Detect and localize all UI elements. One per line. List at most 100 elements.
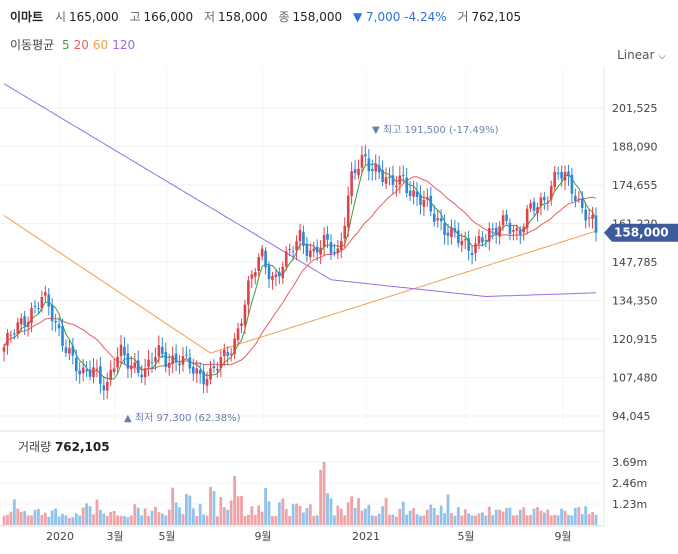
candle-body: [140, 374, 143, 378]
candle: [202, 363, 205, 394]
scale-type-dropdown[interactable]: Linear ⌵: [617, 48, 666, 62]
candle-body: [2, 347, 6, 352]
stock-header: 이마트 시 165,000 고 166,000 저 158,000 종 158,000 …: [10, 8, 528, 25]
volume-bar: [529, 515, 533, 525]
candle-body: [329, 242, 333, 254]
candle-body: [119, 344, 123, 357]
volume-bar: [381, 506, 385, 525]
volume-bar: [584, 506, 588, 525]
candle-body: [40, 297, 44, 309]
candle-body: [47, 294, 51, 307]
candle: [505, 209, 508, 225]
candle: [95, 359, 99, 378]
volume-bar: [98, 509, 102, 525]
candle-body: [498, 226, 501, 237]
candle: [105, 372, 109, 399]
volume-bar: [333, 515, 336, 525]
candle: [71, 337, 75, 365]
current-price-label: 158,000: [614, 226, 669, 240]
volume-bar: [308, 504, 312, 525]
volume-bar: [178, 507, 181, 525]
volume-bar: [154, 506, 157, 525]
volume-bar: [61, 513, 64, 525]
candle-body: [377, 165, 381, 173]
candle-body: [185, 354, 188, 356]
volume-bar: [398, 508, 402, 525]
volume-bar: [484, 515, 488, 525]
volume-bar: [222, 507, 226, 525]
candle-body: [222, 349, 226, 357]
candle-body: [154, 357, 157, 362]
candle: [419, 185, 422, 215]
candle: [312, 241, 316, 258]
volume-bar: [419, 515, 422, 525]
current-price-badge: 158,000: [604, 223, 678, 242]
candle-body: [346, 195, 350, 228]
volume-bar: [518, 509, 522, 525]
ma5-line: [3, 162, 597, 380]
volume-bar: [140, 515, 144, 525]
volume-bar: [560, 508, 563, 525]
volume-bar: [264, 488, 267, 525]
candle: [405, 167, 408, 198]
candle: [446, 224, 450, 246]
candle-body: [408, 190, 412, 196]
candle-body: [133, 362, 137, 367]
candle-body: [99, 366, 102, 384]
volume-bar: [463, 509, 467, 525]
candle: [532, 197, 536, 218]
candle-body: [426, 197, 429, 200]
candle: [450, 219, 453, 245]
candle-body: [281, 266, 285, 279]
candle-body: [443, 223, 446, 235]
candle: [154, 347, 157, 371]
candle-body: [57, 324, 61, 329]
volume-bar: [594, 514, 598, 525]
candle-body: [71, 346, 75, 356]
candle-body: [319, 247, 322, 255]
candle: [174, 344, 178, 372]
volume-bar: [233, 476, 237, 525]
volume-bar: [67, 518, 71, 525]
candle: [264, 247, 267, 275]
candle-body: [322, 235, 326, 247]
volume-bar: [336, 505, 340, 525]
candle: [295, 235, 298, 261]
candle: [391, 165, 395, 195]
volume-grid: [0, 461, 604, 505]
candle: [370, 159, 374, 181]
volume-bar: [553, 514, 557, 525]
candle-body: [429, 195, 433, 212]
candle-body: [463, 239, 467, 241]
candle: [178, 354, 181, 375]
high-price: 166,000: [143, 10, 194, 24]
candle-body: [209, 368, 212, 380]
volume-bar: [329, 498, 333, 525]
ma20-line: [3, 176, 597, 371]
volume-bar: [377, 513, 381, 525]
candle: [477, 229, 481, 250]
volume-bar: [363, 508, 367, 525]
price-tick-label: 94,045: [612, 410, 651, 423]
candle: [309, 243, 312, 261]
volume-bar: [374, 515, 378, 525]
volume-bar: [494, 509, 498, 525]
candle: [81, 358, 85, 382]
candle-body: [37, 307, 40, 309]
volume-bar: [563, 510, 567, 525]
candle-body: [260, 248, 264, 257]
candle-body: [50, 304, 54, 322]
candle-body: [6, 333, 9, 346]
candle-body: [295, 241, 298, 251]
candle: [501, 210, 505, 231]
candle-body: [415, 191, 419, 197]
candle-body: [92, 367, 95, 377]
candle-body: [391, 175, 395, 185]
candle: [33, 300, 37, 314]
candle: [484, 233, 488, 247]
volume-bar: [2, 515, 6, 525]
candle-body: [167, 362, 171, 368]
candle: [457, 222, 460, 248]
volume-bar: [78, 515, 82, 525]
volume-bar: [95, 499, 99, 525]
